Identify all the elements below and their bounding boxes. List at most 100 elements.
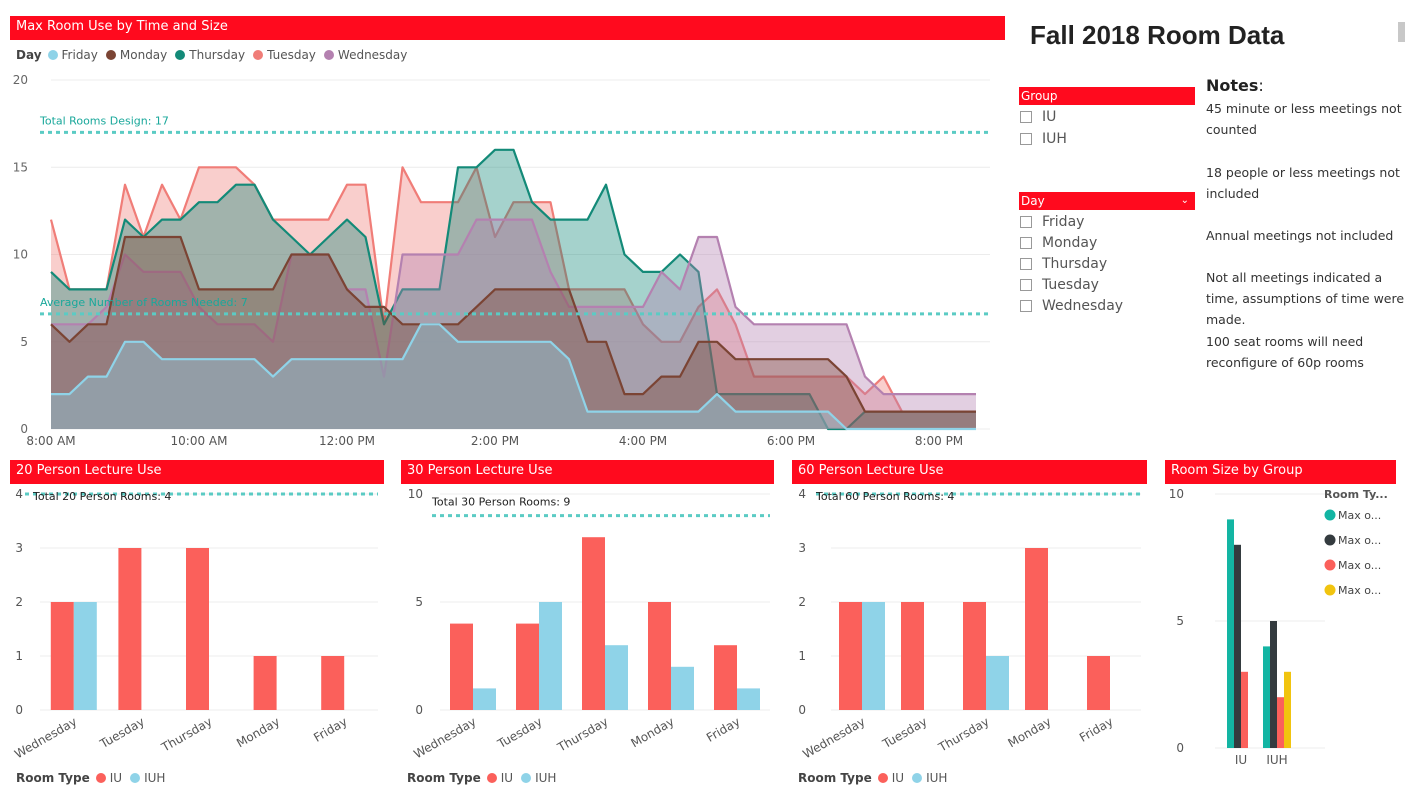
- checkbox[interactable]: [1020, 279, 1032, 291]
- x-tick-label: 2:00 PM: [471, 434, 519, 448]
- y-tick-label: 4: [798, 487, 806, 501]
- bar-chart-20-header: 20 Person Lecture Use: [10, 460, 384, 484]
- bar-iuh-thursday: [605, 645, 628, 710]
- note-item: 100 seat rooms will need reconfigure of …: [1206, 334, 1364, 370]
- line-thursday: [50, 148, 976, 431]
- checkbox[interactable]: [1020, 300, 1032, 312]
- checkbox[interactable]: [1020, 237, 1032, 249]
- bar-series-2-iu: [1234, 544, 1241, 748]
- bar-iu-monday: [648, 602, 671, 710]
- x-tick-label: Monday: [234, 714, 282, 750]
- legend-label: Wednesday: [337, 48, 408, 62]
- note-item: Annual meetings not included: [1206, 228, 1394, 243]
- legend-dot: [1324, 534, 1336, 546]
- x-tick-label: IUH: [1266, 753, 1287, 767]
- x-tick-label: Friday: [704, 714, 743, 744]
- x-tick-label: Wednesday: [800, 714, 867, 761]
- legend-item-iu: IU: [95, 771, 123, 785]
- y-tick-label: 3: [798, 541, 806, 555]
- slicer-item-thursday[interactable]: Thursday: [1020, 256, 1107, 272]
- legend-label: Max o...: [1338, 509, 1381, 522]
- area-legend-title: Day: [16, 48, 42, 62]
- checkbox[interactable]: [1020, 216, 1032, 228]
- bar-iu-friday: [714, 645, 737, 710]
- bar-chart-20-person: 0 1 2 3 4 Wednesday Tuesday Thursday Monday Frida…: [12, 487, 378, 761]
- bar-iu-monday: [1025, 548, 1048, 710]
- legend-title: Room Type: [798, 771, 872, 785]
- legend-title: Room Ty...: [1324, 488, 1388, 501]
- checkbox[interactable]: [1020, 111, 1032, 123]
- bar-iu-thursday: [186, 548, 209, 710]
- group-slicer-header: Group: [1019, 87, 1195, 105]
- slicer-item-label: Friday: [1042, 214, 1085, 230]
- legend-item-iu: IU: [486, 771, 514, 785]
- slicer-item-iuh[interactable]: IUH: [1020, 131, 1067, 147]
- x-tick-label: Tuesday: [879, 714, 929, 751]
- x-tick-label: 6:00 PM: [767, 434, 815, 448]
- area-friday: [51, 324, 976, 429]
- legend-dot: [47, 50, 58, 60]
- legend-dot: [1324, 584, 1336, 596]
- y-tick-label: 10: [408, 487, 423, 501]
- x-tick-label: Thursday: [554, 714, 610, 755]
- x-tick-label: 8:00 PM: [915, 434, 963, 448]
- line-monday: [50, 235, 976, 413]
- slicer-item-friday[interactable]: Friday: [1020, 214, 1084, 230]
- y-tick-label: 0: [1176, 741, 1184, 755]
- legend-label: IU: [109, 771, 123, 785]
- bar-iuh-wednesday: [73, 602, 97, 710]
- y-tick-label: 4: [15, 487, 23, 501]
- bar-iuh-wednesday: [473, 688, 496, 710]
- chevron-down-icon[interactable]: ⌄: [1180, 195, 1189, 206]
- bar-iu-thursday: [963, 602, 986, 710]
- y-tick-label: 3: [15, 541, 23, 555]
- slicer-item-monday[interactable]: Monday: [1020, 235, 1097, 251]
- checkbox[interactable]: [1020, 133, 1032, 145]
- day-slicer-header[interactable]: Day ⌄: [1019, 192, 1195, 210]
- legend-label: Monday: [119, 48, 168, 62]
- slicer-item-wednesday[interactable]: Wednesday: [1020, 298, 1123, 314]
- slicer-item-iu[interactable]: IU: [1020, 109, 1056, 125]
- legend-label: IU: [891, 771, 905, 785]
- bar-chart-20-legend: Room Type IU IUH: [16, 771, 173, 785]
- x-tick-label: Thursday: [935, 714, 991, 755]
- bar-chart-30-person: 0 5 10 Wednesday Tuesday Thursday Monday Friday…: [408, 487, 770, 761]
- bar-series-1-iuh: [1263, 646, 1270, 748]
- legend-dot: [1324, 559, 1336, 571]
- y-tick-label: 10: [1169, 487, 1184, 501]
- legend-item-wednesday: Wednesday: [323, 48, 408, 62]
- x-tick-label: Friday: [311, 714, 350, 744]
- legend-label: Max o...: [1338, 534, 1381, 547]
- x-tick-label: Wednesday: [12, 714, 79, 761]
- x-tick-label: IU: [1235, 753, 1247, 767]
- x-tick-label: 12:00 PM: [319, 434, 375, 448]
- checkbox[interactable]: [1020, 258, 1032, 270]
- x-tick-label: Tuesday: [494, 714, 544, 751]
- legend-label: IU: [500, 771, 514, 785]
- y-tick-label: 1: [798, 649, 806, 663]
- y-tick-label: 1: [15, 649, 23, 663]
- bar-iu-friday: [1087, 656, 1110, 710]
- area-chart-header: Max Room Use by Time and Size: [10, 16, 1005, 40]
- x-tick-label: Thursday: [158, 714, 214, 755]
- area-chart-legend: Day Friday Monday Thursday Tuesday Wednesday: [16, 48, 415, 62]
- legend-item-thursday: Thursday: [175, 48, 245, 62]
- legend-dot: [1324, 509, 1336, 521]
- legend-label: Tuesday: [267, 48, 316, 62]
- legend-dot: [105, 50, 116, 60]
- y-tick-label: 0: [20, 422, 28, 436]
- slicer-item-tuesday[interactable]: Tuesday: [1020, 277, 1099, 293]
- legend-label: IUH: [926, 771, 948, 785]
- slicer-item-label: Tuesday: [1042, 277, 1099, 293]
- y-tick-label: 5: [20, 335, 28, 349]
- bar-series-4-iuh: [1284, 671, 1291, 748]
- line-friday: [51, 323, 976, 431]
- bar-series-3-iuh: [1277, 697, 1284, 748]
- scrollbar[interactable]: [1398, 22, 1405, 42]
- notes-title: Notes:: [1206, 76, 1264, 95]
- slicer-item-label: Monday: [1042, 235, 1098, 251]
- line-tuesday: [49, 166, 976, 413]
- notes-title-text: Notes: [1206, 76, 1259, 95]
- bar-iu-wednesday: [450, 623, 473, 710]
- bar-iu-tuesday: [118, 548, 142, 710]
